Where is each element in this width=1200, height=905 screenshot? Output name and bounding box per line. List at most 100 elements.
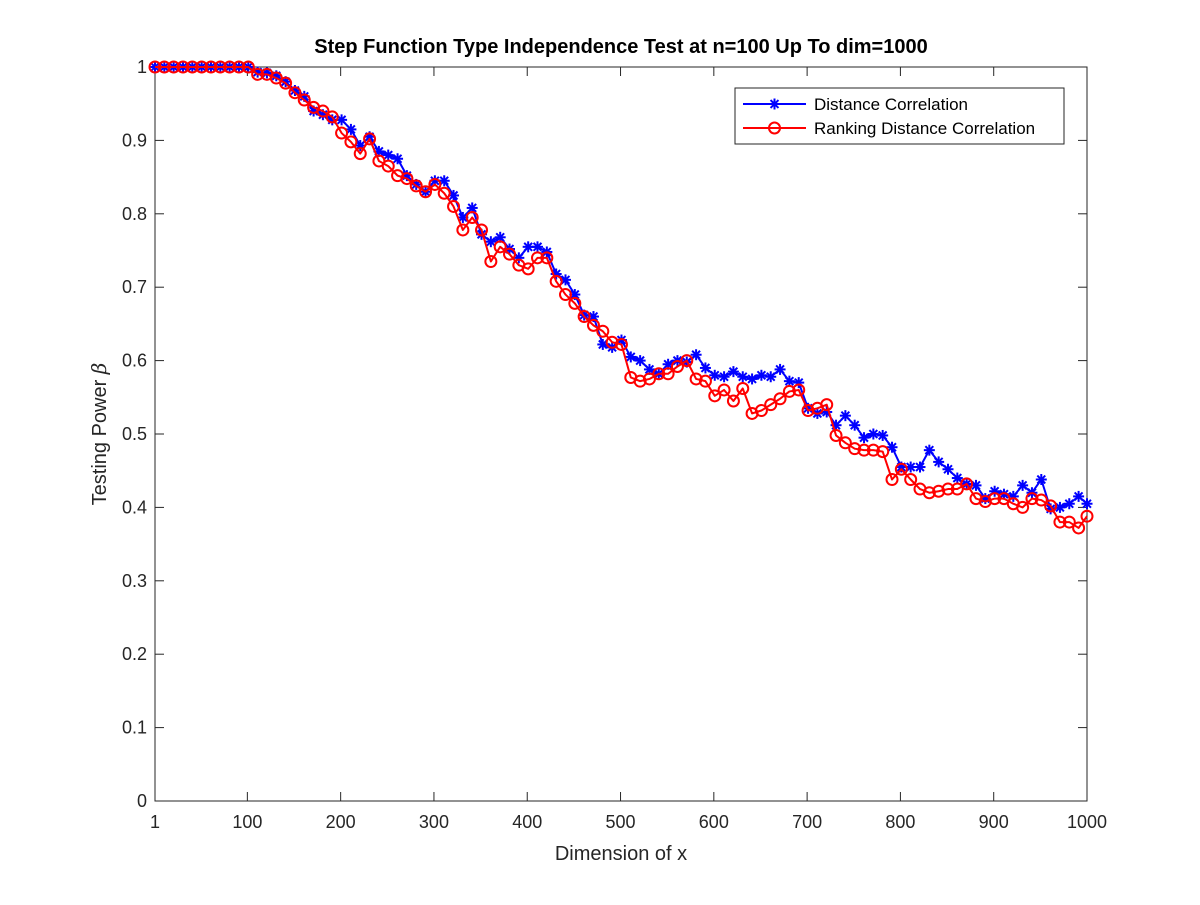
data-point-ranking-distance-correlation: [773, 392, 787, 406]
data-point-ranking-distance-correlation: [325, 110, 339, 124]
data-point-ranking-distance-correlation: [894, 462, 908, 476]
data-point-ranking-distance-correlation: [484, 255, 498, 269]
data-point-distance-correlation: [559, 274, 571, 286]
marker-stroke: [710, 370, 720, 380]
data-point-ranking-distance-correlation: [447, 199, 461, 213]
data-point-ranking-distance-correlation: [558, 288, 572, 302]
marker-stroke: [616, 335, 627, 345]
data-point-ranking-distance-correlation: [876, 445, 890, 459]
plot-area-box: [154, 66, 1088, 802]
data-point-ranking-distance-correlation: [475, 223, 489, 237]
data-point-ranking-distance-correlation: [689, 372, 703, 386]
marker-stroke: [878, 430, 888, 441]
data-point-distance-correlation: [690, 349, 702, 361]
legend: Distance Correlation Ranking Distance Cor…: [734, 87, 1065, 145]
data-point-ranking-distance-correlation: [932, 484, 946, 498]
marker-stroke: [346, 124, 356, 135]
marker-stroke: [626, 352, 636, 362]
data-point-ranking-distance-correlation: [1025, 492, 1039, 506]
data-point-ranking-distance-correlation: [465, 210, 479, 224]
data-point-distance-correlation: [382, 149, 394, 161]
marker-stroke: [952, 473, 962, 483]
data-point-ranking-distance-correlation: [279, 76, 293, 90]
marker-stroke: [859, 433, 869, 443]
data-point-ranking-distance-correlation: [316, 104, 330, 118]
data-point-ranking-distance-correlation: [605, 335, 619, 349]
data-point-distance-correlation: [877, 429, 889, 441]
y-axis-title-text: Testing Power: [89, 374, 111, 505]
marker-stroke: [383, 150, 393, 160]
data-point-ranking-distance-correlation: [409, 179, 423, 193]
marker-stroke: [691, 350, 701, 360]
data-point-ranking-distance-correlation: [185, 60, 199, 74]
data-point-ranking-distance-correlation: [456, 223, 470, 237]
marker-stroke: [532, 242, 543, 252]
y-tick-label: 0.1: [122, 718, 147, 738]
marker-stroke: [476, 229, 487, 240]
data-point-distance-correlation: [737, 371, 749, 383]
data-point-ranking-distance-correlation: [1034, 493, 1048, 507]
marker-stroke: [1082, 499, 1092, 509]
x-axis-title: Dimension of x: [555, 843, 687, 865]
marker-stroke: [850, 420, 860, 430]
x-tick-label: 200: [326, 812, 356, 832]
data-point-ranking-distance-correlation: [549, 274, 563, 288]
data-point-ranking-distance-correlation: [531, 251, 545, 265]
data-point-ranking-distance-correlation: [754, 404, 768, 418]
data-point-ranking-distance-correlation: [363, 132, 377, 146]
data-point-ranking-distance-correlation: [661, 367, 675, 381]
marker-stroke: [1055, 502, 1065, 513]
legend-marker: [768, 121, 781, 135]
marker-stroke: [439, 176, 449, 186]
data-point-ranking-distance-correlation: [400, 172, 414, 186]
x-tick-label: 700: [792, 812, 822, 832]
y-axis-title: Testing Power β: [87, 363, 111, 506]
data-point-ranking-distance-correlation: [764, 398, 778, 412]
data-point-ranking-distance-correlation: [698, 374, 712, 388]
data-point-ranking-distance-correlation: [960, 477, 974, 491]
marker-stroke: [756, 370, 767, 380]
x-tick-label: 500: [606, 812, 636, 832]
marker-stroke: [560, 275, 571, 285]
data-point-distance-correlation: [942, 463, 954, 475]
data-point-ranking-distance-correlation: [204, 60, 218, 74]
y-tick-label: 1: [137, 57, 147, 77]
data-point-ranking-distance-correlation: [493, 240, 507, 254]
data-point-ranking-distance-correlation: [437, 186, 451, 200]
data-point-ranking-distance-correlation: [1053, 515, 1067, 529]
data-point-ranking-distance-correlation: [782, 384, 796, 398]
data-point-ranking-distance-correlation: [586, 318, 600, 332]
data-point-distance-correlation: [709, 369, 721, 381]
data-point-ranking-distance-correlation: [838, 436, 852, 450]
data-point-ranking-distance-correlation: [848, 442, 862, 456]
marker-stroke: [766, 372, 776, 382]
data-point-ranking-distance-correlation: [157, 60, 171, 74]
data-point-ranking-distance-correlation: [792, 383, 806, 397]
data-point-distance-correlation: [923, 444, 935, 456]
marker-stroke: [448, 190, 459, 201]
data-point-distance-correlation: [625, 351, 637, 363]
marker-stroke: [663, 359, 673, 369]
data-point-ranking-distance-correlation: [223, 60, 237, 74]
data-point-ranking-distance-correlation: [1062, 515, 1076, 529]
marker-stroke: [906, 462, 916, 472]
data-point-ranking-distance-correlation: [1044, 499, 1058, 513]
data-point-ranking-distance-correlation: [540, 251, 554, 265]
data-point-distance-correlation: [1017, 479, 1029, 491]
marker-stroke: [1036, 474, 1046, 485]
x-tick-label: 800: [885, 812, 915, 832]
marker-stroke: [392, 154, 403, 164]
data-point-ranking-distance-correlation: [941, 482, 955, 496]
y-axis-title-symbol: β: [87, 363, 111, 376]
data-point-ranking-distance-correlation: [922, 486, 936, 500]
data-point-ranking-distance-correlation: [736, 381, 750, 395]
data-point-distance-correlation: [1081, 498, 1093, 510]
data-point-ranking-distance-correlation: [381, 159, 395, 173]
data-point-distance-correlation: [1073, 490, 1085, 502]
y-tick-label: 0.5: [122, 424, 147, 444]
data-point-distance-correlation: [392, 153, 404, 165]
data-point-ranking-distance-correlation: [344, 135, 358, 149]
data-point-ranking-distance-correlation: [885, 473, 899, 487]
data-point-ranking-distance-correlation: [568, 296, 582, 310]
data-point-ranking-distance-correlation: [213, 60, 227, 74]
